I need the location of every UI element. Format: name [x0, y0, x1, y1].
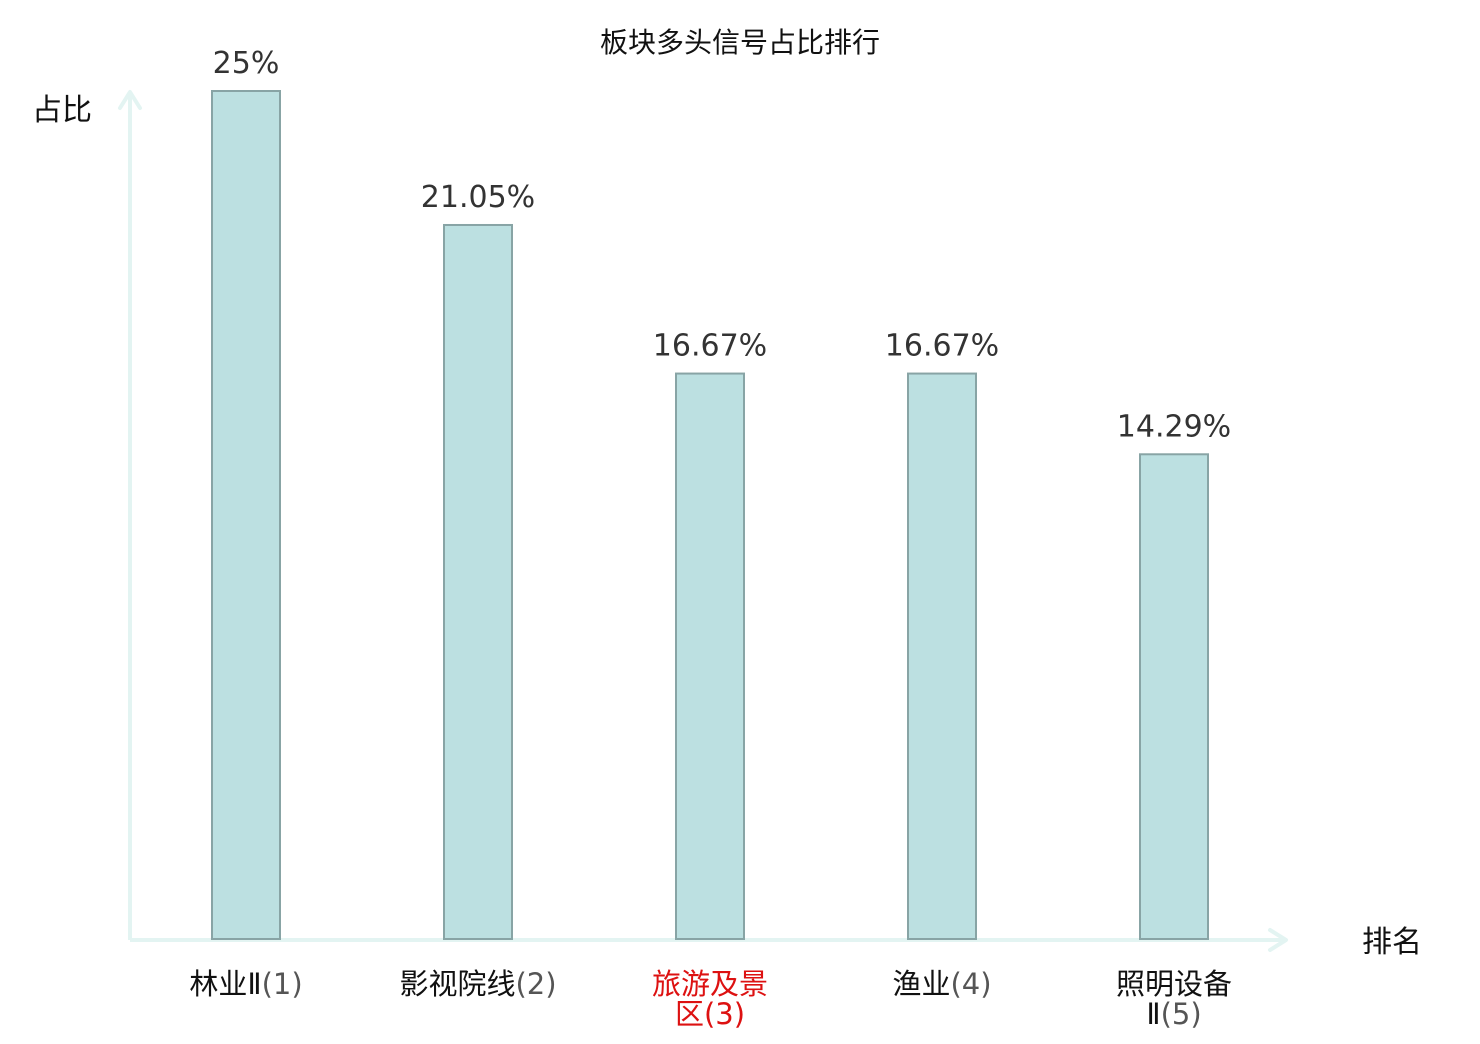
x-tick-label-2-line-1: 影视院线(2) — [399, 967, 556, 1001]
y-axis-arrow-icon — [118, 90, 142, 110]
x-tick-label-1-line-1: 林业Ⅱ(1) — [189, 967, 302, 1001]
tick-name: 林业Ⅱ — [189, 967, 261, 1001]
value-labels: 25% 21.05% 16.67% 16.67% 14.29% — [213, 46, 1232, 444]
bar-4 — [907, 372, 977, 940]
tick-name: 区 — [675, 997, 704, 1031]
x-tick-label-5-line-1: 照明设备 — [1116, 967, 1232, 1001]
value-label-2: 21.05% — [421, 180, 535, 215]
bar-2 — [443, 223, 513, 940]
x-tick-label-3-line-2: 区(3) — [675, 997, 745, 1031]
value-label-5: 14.29% — [1117, 409, 1231, 444]
bar-5 — [1139, 453, 1209, 940]
value-label-3: 16.67% — [653, 329, 767, 364]
tick-name: Ⅱ — [1146, 997, 1160, 1031]
x-axis: 排名 — [130, 925, 1422, 960]
y-axis: 占比 — [32, 90, 142, 940]
tick-name: 照明设备 — [1116, 967, 1232, 1001]
chart-title: 板块多头信号占比排行 — [600, 26, 880, 59]
value-label-1: 25% — [213, 46, 280, 81]
tick-rank: (5) — [1161, 997, 1202, 1031]
bar-3 — [675, 372, 745, 940]
y-axis-label: 占比 — [32, 93, 92, 128]
tick-name: 旅游及景 — [652, 967, 768, 1001]
bars — [211, 90, 1209, 940]
x-axis-arrow-icon — [1268, 928, 1288, 952]
tick-rank: (1) — [262, 967, 303, 1001]
x-axis-label: 排名 — [1362, 925, 1422, 960]
tick-name: 渔业 — [892, 967, 950, 1001]
tick-rank: (4) — [950, 967, 991, 1001]
value-label-4: 16.67% — [885, 329, 999, 364]
tick-name: 影视院线 — [399, 967, 515, 1001]
x-tick-label-4-line-1: 渔业(4) — [892, 967, 991, 1001]
x-tick-label-5-line-2: Ⅱ(5) — [1146, 997, 1201, 1031]
tick-rank: (3) — [704, 997, 745, 1031]
tick-rank: (2) — [515, 967, 556, 1001]
bar-1 — [211, 90, 281, 940]
x-tick-label-3-line-1: 旅游及景 — [652, 967, 768, 1001]
